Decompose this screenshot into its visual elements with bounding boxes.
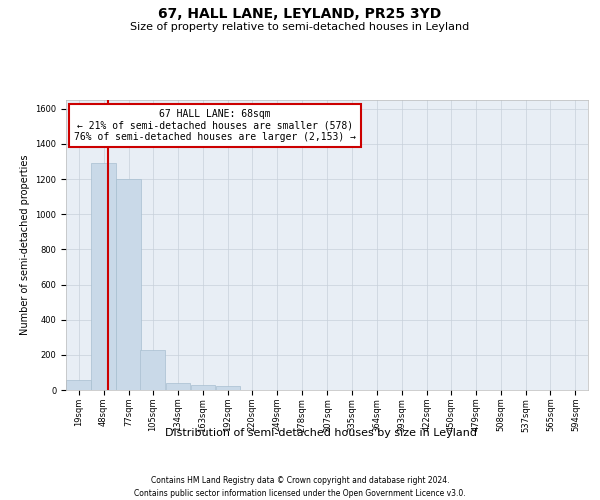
- Y-axis label: Number of semi-detached properties: Number of semi-detached properties: [20, 155, 29, 336]
- Text: 67, HALL LANE, LEYLAND, PR25 3YD: 67, HALL LANE, LEYLAND, PR25 3YD: [158, 8, 442, 22]
- Text: Contains HM Land Registry data © Crown copyright and database right 2024.: Contains HM Land Registry data © Crown c…: [151, 476, 449, 485]
- Bar: [66, 380, 91, 390]
- Bar: [140, 350, 165, 390]
- Bar: [191, 384, 215, 390]
- Text: 67 HALL LANE: 68sqm
← 21% of semi-detached houses are smaller (578)
76% of semi-: 67 HALL LANE: 68sqm ← 21% of semi-detach…: [74, 108, 356, 142]
- Bar: [215, 386, 241, 390]
- Bar: [91, 164, 116, 390]
- Text: Distribution of semi-detached houses by size in Leyland: Distribution of semi-detached houses by …: [165, 428, 477, 438]
- Bar: [116, 179, 141, 390]
- Text: Contains public sector information licensed under the Open Government Licence v3: Contains public sector information licen…: [134, 489, 466, 498]
- Bar: [166, 383, 190, 390]
- Text: Size of property relative to semi-detached houses in Leyland: Size of property relative to semi-detach…: [130, 22, 470, 32]
